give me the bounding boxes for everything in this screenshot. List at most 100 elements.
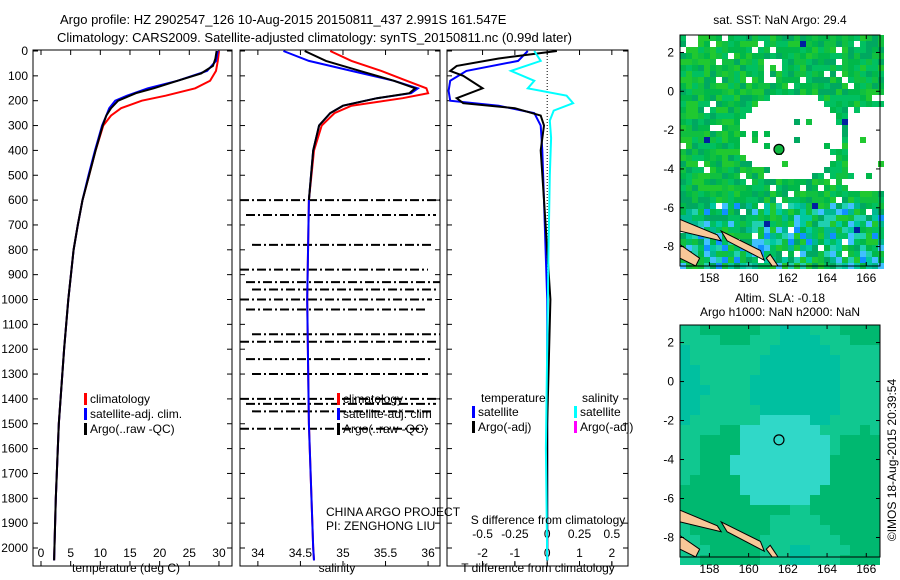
map-cell [790, 465, 800, 475]
map-cell [680, 445, 690, 455]
map-cell [746, 59, 752, 65]
map-cell [750, 345, 760, 355]
map-cell [680, 335, 690, 345]
map-cell [872, 245, 878, 251]
map-cell [782, 65, 788, 71]
map-cell [716, 143, 722, 149]
map-cell [848, 41, 854, 47]
map-cell [872, 239, 878, 245]
map-cell [850, 325, 860, 335]
map-cell [698, 239, 704, 245]
map-cell [764, 209, 770, 215]
map-cell [680, 95, 686, 101]
map-cell [728, 161, 734, 167]
map-cell [760, 495, 770, 505]
map-cell [820, 395, 830, 405]
y-tick-label: 100 [8, 69, 28, 83]
y-tick-label: 200 [8, 94, 28, 108]
map-cell [870, 365, 880, 375]
map-cell [710, 465, 720, 475]
map-cell [794, 41, 800, 47]
map-cell [698, 107, 704, 113]
map-cell [752, 197, 758, 203]
map-cell [830, 59, 836, 65]
map-cell [716, 113, 722, 119]
map-cell [680, 233, 686, 239]
map-cell [860, 95, 866, 101]
lon-tick-label: 164 [817, 562, 837, 576]
map-cell [716, 95, 722, 101]
map-cell [692, 161, 698, 167]
map-cell [842, 59, 848, 65]
map-cell [782, 89, 788, 95]
map-cell [872, 233, 878, 239]
map-cell [752, 203, 758, 209]
map-cell [824, 101, 830, 107]
map-cell [806, 179, 812, 185]
map-cell [860, 515, 870, 525]
map-cell [680, 107, 686, 113]
map-cell [740, 375, 750, 385]
map-cell [776, 41, 782, 47]
map-cell [860, 35, 866, 41]
map-cell [680, 209, 686, 215]
map-cell [710, 485, 720, 495]
map-cell [860, 101, 866, 107]
map-cell [704, 77, 710, 83]
map-cell [740, 345, 750, 355]
map-cell [730, 335, 740, 345]
map-cell [836, 233, 842, 239]
imos-credit: ©IMOS 18-Aug-2015 20:39:54 [885, 379, 899, 542]
map-cell [800, 445, 810, 455]
map-cell [848, 239, 854, 245]
map-cell [848, 89, 854, 95]
map-cell [800, 245, 806, 251]
map-cell [770, 239, 776, 245]
map-cell [690, 455, 700, 465]
map-cell [836, 53, 842, 59]
map-cell [780, 385, 790, 395]
map-cell [850, 335, 860, 345]
map-cell [758, 221, 764, 227]
map-cell [740, 251, 746, 257]
map-cell [800, 71, 806, 77]
map-cell [830, 505, 840, 515]
map-cell [704, 239, 710, 245]
map-cell [690, 485, 700, 495]
map-cell [700, 555, 710, 565]
map-cell [740, 215, 746, 221]
map-cell [716, 71, 722, 77]
map-cell [830, 445, 840, 455]
map-cell [782, 71, 788, 77]
map-cell [750, 375, 760, 385]
map-cell [866, 239, 872, 245]
map-cell [686, 203, 692, 209]
map-cell [750, 405, 760, 415]
map-cell [878, 59, 884, 65]
legend-label: satellite-adj. clim. [90, 407, 182, 421]
x2-tick-label: -0.5 [472, 527, 493, 541]
map-cell [704, 143, 710, 149]
map-cell [860, 257, 866, 263]
map-cell [770, 251, 776, 257]
lon-tick-label: 166 [856, 271, 876, 285]
map-cell [700, 535, 710, 545]
map-cell [836, 149, 842, 155]
map-cell [818, 83, 824, 89]
map-cell [698, 197, 704, 203]
map-cell [710, 197, 716, 203]
map-cell [700, 445, 710, 455]
map-cell [836, 167, 842, 173]
map-cell [686, 53, 692, 59]
map-cell [764, 167, 770, 173]
legend-header-salinity: salinity [582, 391, 619, 405]
map-cell [720, 535, 730, 545]
map-cell [782, 41, 788, 47]
map-cell [850, 505, 860, 515]
map-cell [866, 83, 872, 89]
map-cell [830, 71, 836, 77]
map-cell [800, 35, 806, 41]
map-cell [690, 445, 700, 455]
map-cell [878, 41, 884, 47]
map-cell [810, 425, 820, 435]
